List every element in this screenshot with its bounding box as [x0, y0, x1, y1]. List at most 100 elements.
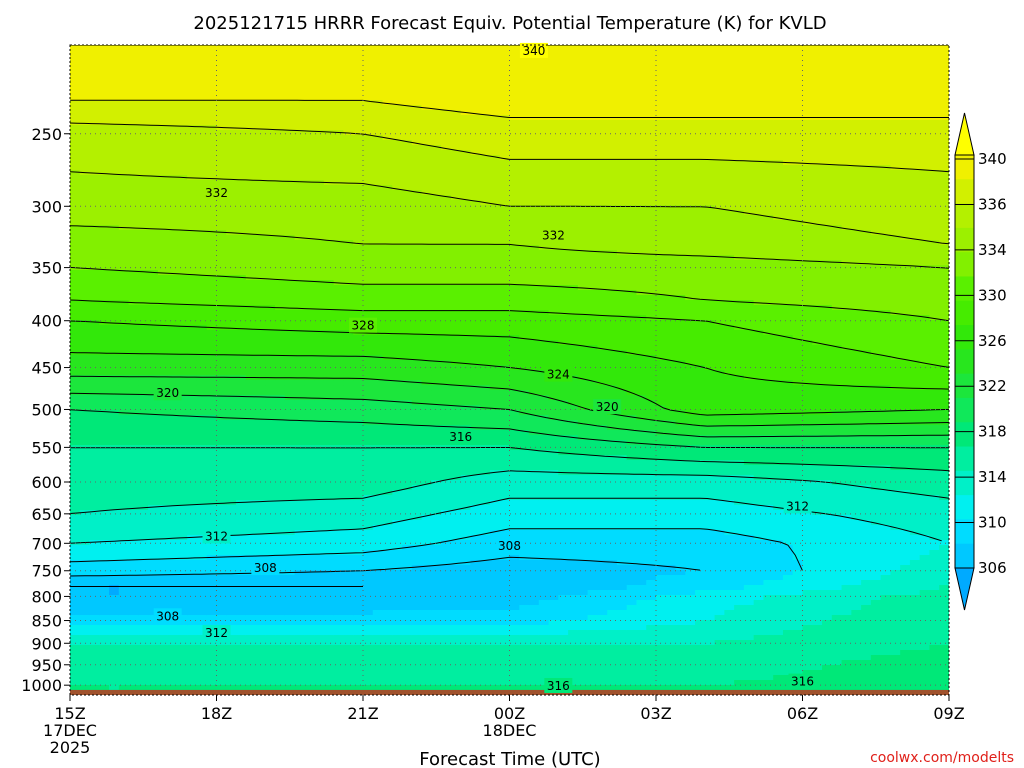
fill-cell [187, 195, 198, 201]
fill-cell [333, 675, 345, 681]
fill-cell [128, 375, 139, 381]
fill-cell [167, 465, 179, 471]
fill-cell [402, 190, 413, 196]
fill-cell [294, 500, 305, 506]
fill-cell [196, 580, 208, 586]
fill-cell [411, 610, 423, 616]
fill-cell [70, 335, 81, 341]
fill-cell [187, 565, 198, 571]
fill-cell [206, 265, 218, 271]
fill-cell [275, 600, 286, 606]
fill-cell [333, 175, 345, 181]
fill-cell [343, 405, 354, 411]
fill-cell [138, 240, 149, 246]
fill-cell [128, 590, 139, 596]
fill-cell [109, 255, 120, 261]
fill-cell [148, 90, 159, 96]
fill-cell [118, 635, 130, 641]
fill-cell [70, 195, 81, 201]
fill-cell [79, 410, 91, 416]
fill-cell [333, 360, 345, 366]
fill-cell [245, 320, 257, 326]
fill-cell [167, 570, 179, 576]
fill-cell [70, 210, 81, 216]
fill-cell [226, 380, 237, 386]
fill-cell [314, 660, 325, 666]
fill-cell [70, 100, 81, 106]
fill-cell [333, 490, 345, 496]
fill-cell [196, 385, 208, 391]
fill-cell [402, 245, 413, 251]
fill-cell [363, 295, 374, 301]
fill-cell [421, 120, 432, 126]
fill-cell [236, 505, 247, 511]
fill-cell [226, 650, 237, 656]
fill-cell [363, 500, 374, 506]
fill-cell [187, 640, 198, 646]
fill-cell [79, 435, 91, 441]
fill-cell [157, 535, 169, 541]
fill-cell [353, 510, 364, 516]
fill-cell [421, 45, 432, 51]
fill-cell [118, 360, 130, 366]
fill-cell [206, 315, 218, 321]
fill-cell [372, 90, 384, 96]
fill-cell [187, 110, 198, 116]
fill-cell [402, 110, 413, 116]
fill-cell [109, 340, 120, 346]
fill-cell [128, 475, 139, 481]
fill-cell [138, 180, 149, 186]
fill-cell [255, 300, 266, 306]
fill-cell [431, 105, 442, 111]
fill-cell [128, 135, 139, 141]
fill-cell [196, 165, 208, 171]
fill-cell [363, 375, 374, 381]
fill-cell [177, 640, 188, 646]
fill-cell [177, 350, 188, 356]
fill-cell [89, 465, 100, 471]
fill-cell [255, 370, 266, 376]
fill-cell [89, 415, 100, 421]
fill-cell [148, 70, 159, 76]
fill-cell [304, 535, 315, 541]
fill-cell [421, 485, 432, 491]
fill-cell [421, 595, 432, 601]
fill-cell [89, 385, 100, 391]
fill-cell [363, 90, 374, 96]
fill-cell [226, 420, 237, 426]
fill-cell [128, 645, 139, 651]
fill-cell [196, 310, 208, 316]
fill-cell [255, 510, 266, 516]
fill-cell [187, 600, 198, 606]
fill-cell [245, 575, 257, 581]
fill-cell [245, 290, 257, 296]
fill-cell [245, 495, 257, 501]
fill-cell [421, 630, 432, 636]
fill-cell [353, 615, 364, 621]
fill-cell [216, 145, 227, 151]
fill-cell [157, 505, 169, 511]
fill-cell [236, 545, 247, 551]
fill-cell [167, 555, 179, 561]
fill-cell [275, 325, 286, 331]
fill-cell [167, 625, 179, 631]
fill-cell [392, 630, 403, 636]
fill-cell [333, 165, 345, 171]
fill-cell [99, 430, 110, 436]
fill-cell [236, 495, 247, 501]
fill-cell [245, 175, 257, 181]
fill-cell [79, 55, 91, 61]
fill-cell [89, 675, 100, 681]
fill-cell [294, 290, 305, 296]
fill-cell [70, 595, 81, 601]
fill-cell [304, 105, 315, 111]
fill-cell [138, 560, 149, 566]
fill-cell [79, 380, 91, 386]
fill-cell [411, 545, 423, 551]
fill-cell [275, 475, 286, 481]
fill-cell [255, 220, 266, 226]
fill-cell [363, 520, 374, 526]
fill-cell [411, 625, 423, 631]
fill-cell [148, 280, 159, 286]
fill-cell [363, 310, 374, 316]
